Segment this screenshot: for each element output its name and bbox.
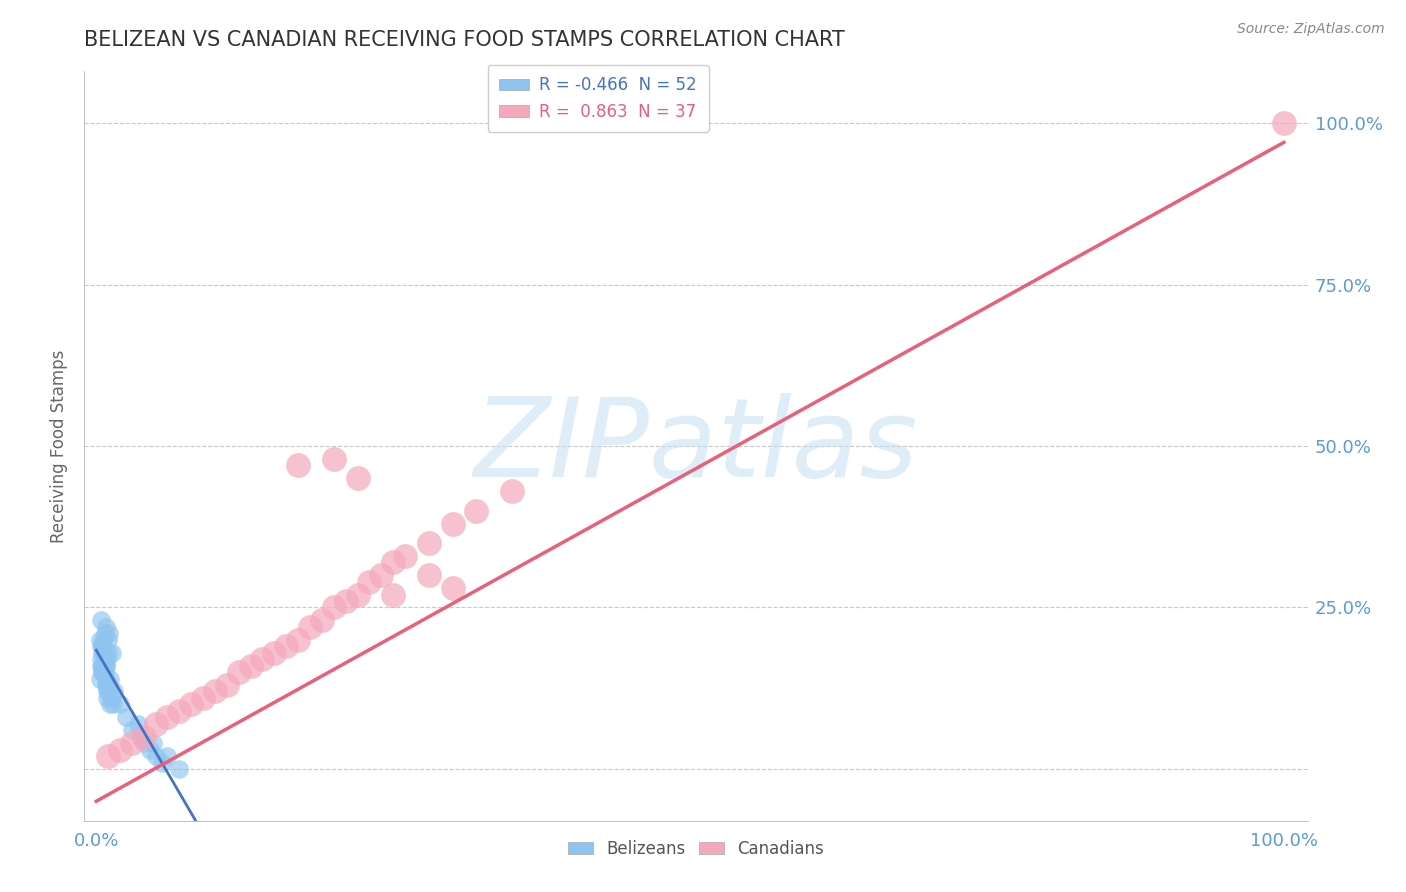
Point <box>394 549 416 563</box>
Point <box>100 698 122 712</box>
Point <box>100 672 122 686</box>
Point <box>97 646 120 660</box>
Point <box>93 632 115 647</box>
Point <box>131 730 153 744</box>
Legend: Belizeans, Canadians: Belizeans, Canadians <box>561 833 831 864</box>
Point <box>93 626 115 640</box>
Point <box>228 665 250 679</box>
Point <box>322 600 344 615</box>
Point <box>322 451 344 466</box>
Point <box>287 458 309 473</box>
Point <box>96 684 118 698</box>
Point <box>93 665 115 679</box>
Point <box>298 620 321 634</box>
Point <box>121 723 143 738</box>
Point <box>97 684 120 698</box>
Point <box>127 716 149 731</box>
Y-axis label: Receiving Food Stamps: Receiving Food Stamps <box>51 350 69 542</box>
Point <box>441 516 464 531</box>
Point <box>93 665 115 679</box>
Point <box>90 652 112 666</box>
Point <box>418 536 440 550</box>
Point <box>94 658 117 673</box>
Point <box>89 632 111 647</box>
Point <box>96 652 118 666</box>
Point <box>150 756 173 770</box>
Point <box>96 690 118 705</box>
Point <box>239 658 262 673</box>
Point <box>346 588 368 602</box>
Text: ZIPatlas: ZIPatlas <box>474 392 918 500</box>
Point <box>97 632 120 647</box>
Point <box>89 672 111 686</box>
Point <box>93 652 115 666</box>
Point <box>263 646 285 660</box>
Point <box>382 555 405 569</box>
Point <box>156 749 179 764</box>
Point <box>96 678 118 692</box>
Point <box>115 710 138 724</box>
Point <box>287 632 309 647</box>
Point <box>90 658 112 673</box>
Point <box>215 678 238 692</box>
Point <box>91 658 114 673</box>
Point <box>252 652 274 666</box>
Point <box>94 672 117 686</box>
Point <box>91 665 114 679</box>
Point <box>98 678 121 692</box>
Point <box>101 698 124 712</box>
Point <box>108 742 131 756</box>
Point <box>501 484 523 499</box>
Point <box>132 730 155 744</box>
Point <box>91 646 114 660</box>
Point <box>465 503 488 517</box>
Point <box>346 471 368 485</box>
Point <box>169 762 191 776</box>
Point <box>93 652 115 666</box>
Point <box>100 690 122 705</box>
Point <box>204 684 226 698</box>
Point <box>156 710 179 724</box>
Point <box>90 639 112 653</box>
Point <box>93 639 115 653</box>
Point <box>169 704 191 718</box>
Point <box>145 716 167 731</box>
Point <box>335 594 357 608</box>
Point <box>90 614 112 628</box>
Text: Source: ZipAtlas.com: Source: ZipAtlas.com <box>1237 22 1385 37</box>
Point <box>191 690 214 705</box>
Point <box>93 646 115 660</box>
Point <box>142 736 165 750</box>
Point <box>100 646 122 660</box>
Point <box>121 736 143 750</box>
Point <box>180 698 202 712</box>
Point <box>359 574 381 589</box>
Point <box>441 581 464 595</box>
Point <box>311 614 333 628</box>
Point <box>103 684 125 698</box>
Point <box>138 742 160 756</box>
Point <box>91 639 114 653</box>
Point <box>108 698 131 712</box>
Point <box>382 588 405 602</box>
Point <box>98 626 121 640</box>
Point <box>276 639 298 653</box>
Point <box>145 749 167 764</box>
Point <box>94 620 117 634</box>
Point <box>1272 116 1295 130</box>
Point <box>418 568 440 582</box>
Point <box>370 568 392 582</box>
Point <box>97 749 120 764</box>
Point <box>91 665 114 679</box>
Point <box>94 678 117 692</box>
Point <box>94 658 117 673</box>
Point <box>132 736 155 750</box>
Point <box>93 658 115 673</box>
Text: BELIZEAN VS CANADIAN RECEIVING FOOD STAMPS CORRELATION CHART: BELIZEAN VS CANADIAN RECEIVING FOOD STAM… <box>84 30 845 50</box>
